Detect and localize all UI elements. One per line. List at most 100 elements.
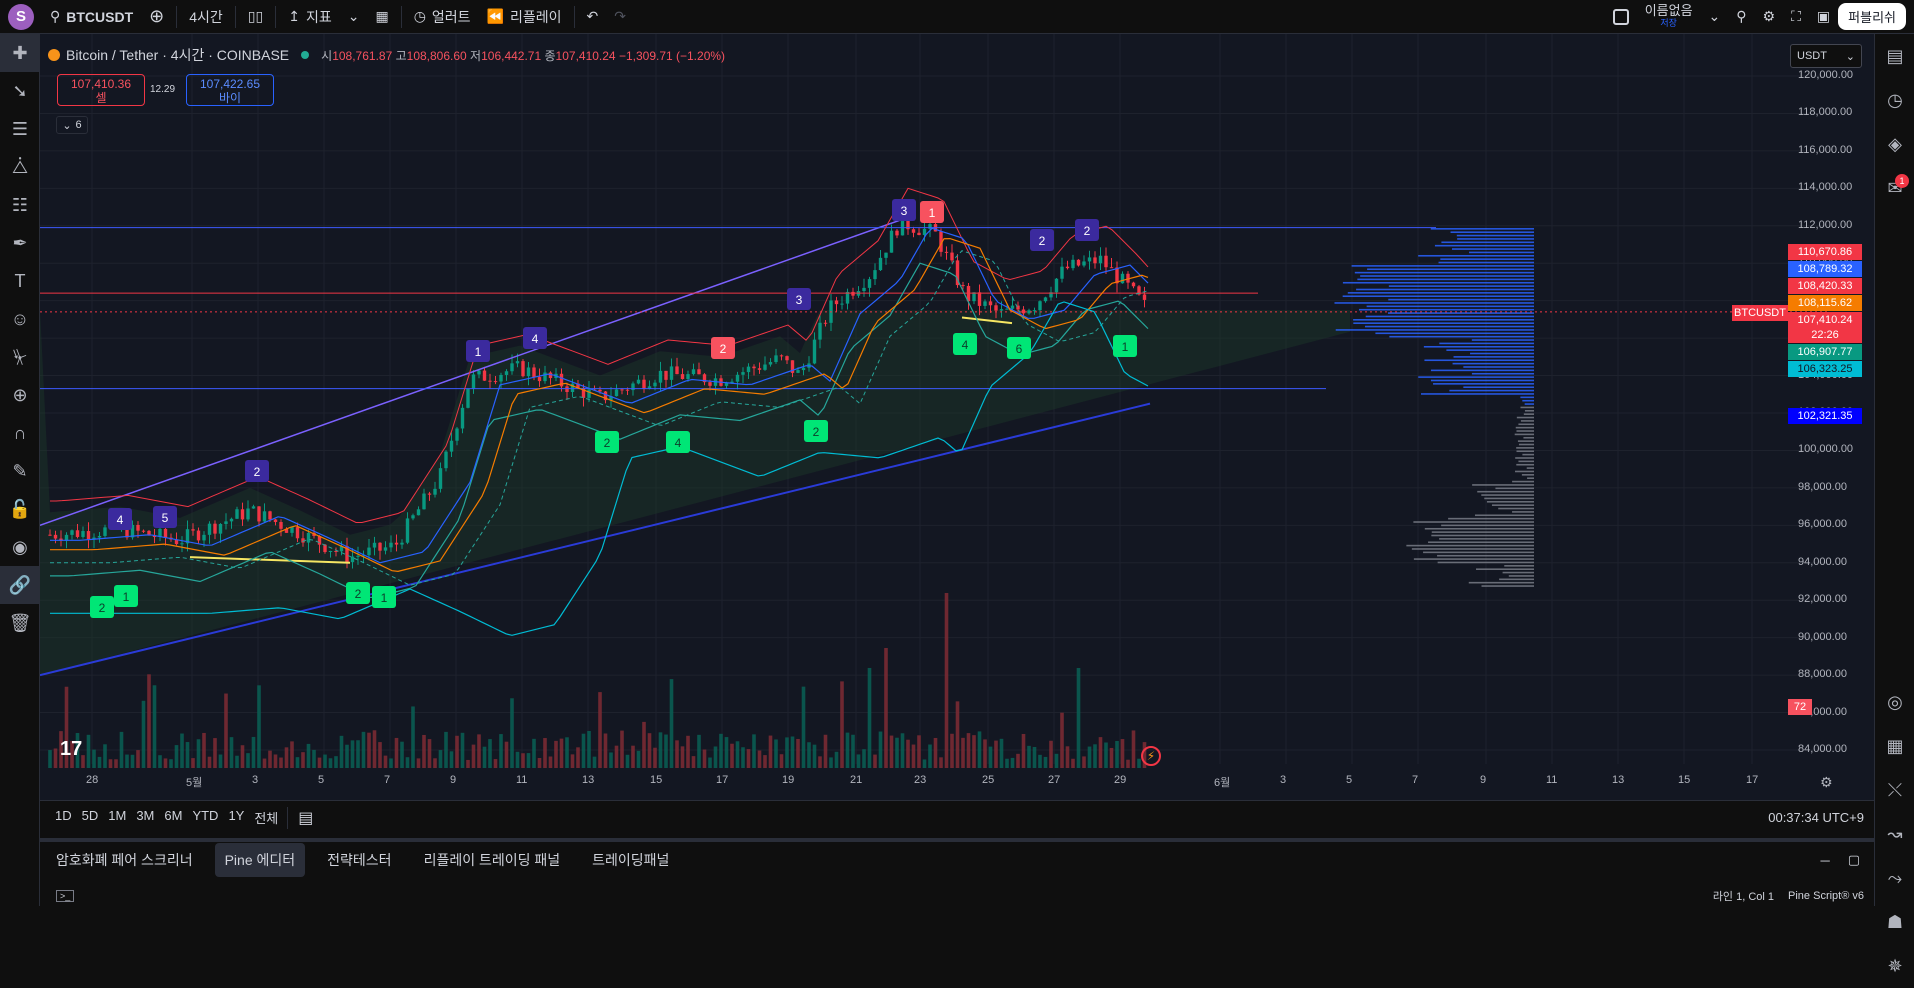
candle bbox=[702, 374, 707, 383]
candle bbox=[262, 511, 267, 522]
user-avatar[interactable]: S bbox=[8, 3, 34, 30]
volume-bar bbox=[977, 731, 982, 768]
candle bbox=[130, 524, 135, 538]
alerts-clock-icon[interactable]: ◷ bbox=[1887, 89, 1903, 110]
publish-button[interactable]: 퍼블리쉬 bbox=[1838, 3, 1906, 30]
watchlist-icon[interactable]: ▤ bbox=[1886, 45, 1904, 66]
chart-type-button[interactable]: ▯▯ bbox=[240, 0, 271, 34]
trendline-icon[interactable]: ➘ bbox=[12, 80, 28, 101]
minimize-panel-icon[interactable]: ─ bbox=[1820, 852, 1830, 868]
buy-button[interactable]: 107,422.65 바이 bbox=[186, 74, 274, 106]
candle bbox=[1054, 278, 1059, 293]
timeframe-button[interactable]: 3M bbox=[136, 808, 155, 823]
text-icon[interactable]: T bbox=[14, 270, 26, 291]
indicators-button[interactable]: ↥ 지표 bbox=[280, 0, 340, 34]
help-icon[interactable]: ✵ bbox=[1887, 955, 1903, 976]
alert-button[interactable]: ◷ 얼러트 bbox=[406, 0, 479, 34]
broadcast-icon[interactable]: ⤳ bbox=[1887, 867, 1903, 888]
trash-icon[interactable]: 🗑 bbox=[8, 612, 32, 633]
candle bbox=[581, 387, 586, 398]
fullscreen-button[interactable]: ⛶ bbox=[1783, 0, 1809, 34]
crosshair-icon[interactable]: ✚ bbox=[0, 34, 40, 72]
timeframe-button[interactable]: 1M bbox=[108, 808, 127, 823]
date-range-icon[interactable]: ▤ bbox=[298, 809, 314, 827]
candle bbox=[790, 360, 795, 373]
target-icon[interactable]: ◎ bbox=[1887, 691, 1903, 712]
eye-icon[interactable]: ◉ bbox=[12, 536, 28, 557]
panel-tab[interactable]: Pine 에디터 bbox=[214, 843, 306, 877]
currency-select[interactable]: USDT ⌄ bbox=[1790, 44, 1862, 68]
bell-icon[interactable]: ☗ bbox=[1886, 911, 1904, 932]
panel-tab[interactable]: 리플레이 트레이딩 패널 bbox=[423, 852, 561, 868]
sell-label: 셀 bbox=[95, 91, 107, 105]
calendar-icon[interactable]: ▦ bbox=[1886, 735, 1904, 756]
clock[interactable]: 00:37:34 UTC+9 bbox=[1768, 810, 1864, 825]
forecast-icon[interactable]: ☷ bbox=[11, 194, 29, 215]
volume-bar bbox=[75, 733, 80, 768]
timeframe-button[interactable]: 6M bbox=[164, 808, 183, 823]
volume-profile-bar bbox=[1450, 231, 1534, 233]
volume-bar bbox=[1087, 746, 1092, 768]
timeframe-button[interactable]: 전체 bbox=[254, 811, 279, 826]
candle bbox=[345, 546, 349, 563]
indicators-collapse-button[interactable]: ⌄ 6 bbox=[56, 116, 88, 134]
volume-bar bbox=[790, 736, 795, 768]
quick-search-button[interactable]: ⚲ bbox=[1728, 0, 1754, 34]
fib-retracement-icon[interactable]: ☰ bbox=[11, 118, 29, 139]
undo-button[interactable]: ↶ bbox=[579, 0, 607, 34]
volume-profile-bar bbox=[1516, 450, 1534, 453]
interval-button[interactable]: 4시간 bbox=[189, 8, 223, 25]
layout-menu-button[interactable]: ⌄ bbox=[1701, 0, 1729, 34]
timeframe-button[interactable]: 5D bbox=[81, 808, 99, 823]
lock-icon[interactable]: 🔓 bbox=[8, 498, 32, 519]
pattern-icon[interactable]: ⧊ bbox=[11, 156, 29, 177]
symbol-price-tag: BTCUSDT bbox=[1732, 305, 1788, 321]
marker-box bbox=[787, 288, 811, 310]
goto-realtime-icon[interactable]: ⚡ bbox=[1141, 746, 1161, 766]
layout-grid-button[interactable]: ▦ bbox=[367, 0, 396, 34]
volume-profile-bar bbox=[1354, 271, 1534, 274]
panel-tab[interactable]: 암호화폐 페어 스크리너 bbox=[56, 852, 193, 868]
axis-settings-icon[interactable]: ⚙ bbox=[1820, 774, 1833, 790]
panel-tab[interactable]: 트레이딩패널 bbox=[592, 852, 670, 868]
layers-icon[interactable]: ◈ bbox=[1888, 133, 1902, 154]
ruler-icon[interactable]: ⏧ bbox=[12, 346, 28, 367]
timeframe-button[interactable]: YTD bbox=[192, 808, 219, 823]
chart-line-icon[interactable]: ↝ bbox=[1887, 823, 1903, 844]
layout-name-button[interactable]: 이름없음 저장 bbox=[1637, 0, 1701, 34]
bitcoin-icon bbox=[48, 49, 60, 61]
sell-button[interactable]: 107,410.36 셀 bbox=[57, 74, 145, 106]
candle bbox=[614, 389, 619, 397]
candle bbox=[532, 367, 536, 378]
replay-button[interactable]: ⏪ 리플레이 bbox=[479, 0, 570, 34]
volume-bar bbox=[922, 759, 927, 768]
volume-profile-bar bbox=[1389, 335, 1534, 338]
chat-icon[interactable]: ✉ 1 bbox=[1875, 166, 1914, 210]
brush-icon[interactable]: ✒ bbox=[12, 232, 28, 253]
symbol-search-button[interactable]: ⚲ BTCUSDT bbox=[42, 0, 141, 34]
maximize-panel-icon[interactable]: ▢ bbox=[1847, 852, 1860, 867]
candle bbox=[207, 523, 212, 535]
timeframe-button[interactable]: 1D bbox=[55, 808, 72, 823]
candle bbox=[141, 530, 146, 532]
marker-label: 2 bbox=[355, 587, 362, 601]
legend-title[interactable]: Bitcoin / Tether · 4시간 · COINBASE bbox=[66, 47, 290, 63]
panel-tab[interactable]: 전략테스터 bbox=[327, 852, 392, 868]
settings-button[interactable]: ⚙ bbox=[1755, 0, 1784, 34]
snapshot-button[interactable]: ▣ bbox=[1809, 0, 1838, 34]
magnet-icon[interactable]: ∩ bbox=[13, 422, 27, 443]
console-icon[interactable]: >_ bbox=[56, 890, 75, 902]
emoji-icon[interactable]: ☺ bbox=[10, 308, 30, 329]
layout-toggle-button[interactable] bbox=[1605, 0, 1637, 34]
link-icon[interactable]: 🔗 bbox=[0, 566, 40, 604]
redo-button[interactable]: ↷ bbox=[606, 0, 634, 34]
indicator-templates-button[interactable]: ⌄ bbox=[340, 0, 368, 34]
timeframe-button[interactable]: 1Y bbox=[228, 808, 245, 823]
ideas-icon[interactable]: ⤬ bbox=[1887, 779, 1903, 800]
candle bbox=[730, 381, 734, 384]
lock-drawing-icon[interactable]: ✎ bbox=[12, 460, 28, 481]
zoom-in-icon[interactable]: ⊕ bbox=[12, 384, 28, 405]
compare-symbol-button[interactable]: ⊕ bbox=[141, 0, 172, 34]
